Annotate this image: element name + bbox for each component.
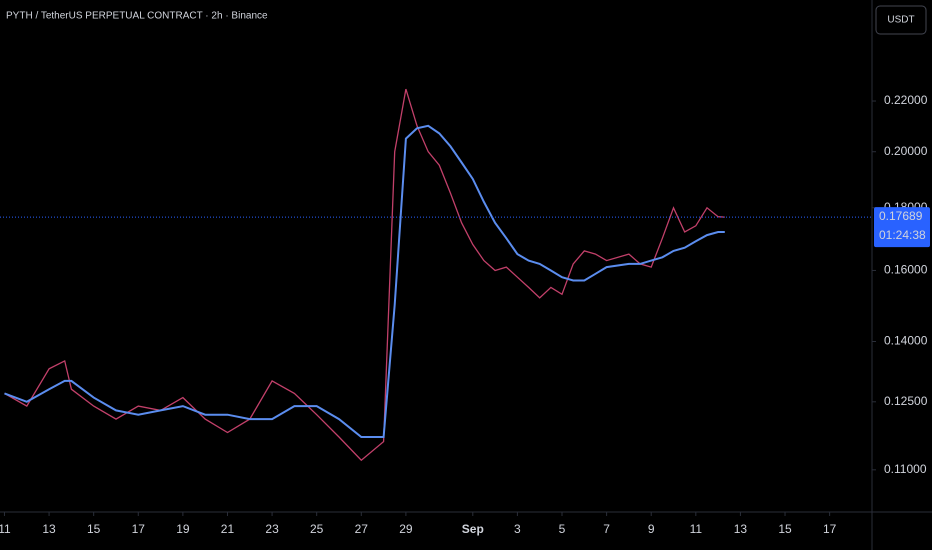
x-tick-label: 17 — [823, 522, 837, 536]
chart-title: PYTH / TetherUS PERPETUAL CONTRACT · 2h … — [6, 11, 268, 22]
x-tick-label: 29 — [399, 522, 413, 536]
x-tick-label: 21 — [221, 522, 235, 536]
x-tick-label: 19 — [176, 522, 190, 536]
x-tick-label: 15 — [778, 522, 792, 536]
x-tick-label: 25 — [310, 522, 324, 536]
x-tick-label: 23 — [265, 522, 279, 536]
y-tick-label: 0.16000 — [884, 263, 928, 277]
y-tick-label: 0.22000 — [884, 93, 928, 107]
x-tick-label: 5 — [559, 522, 566, 536]
x-tick-label: 11 — [0, 522, 11, 536]
y-tick-label: 0.20000 — [884, 144, 928, 158]
x-tick-label: 3 — [514, 522, 521, 536]
x-tick-label: 13 — [42, 522, 56, 536]
x-tick-label: Sep — [462, 522, 484, 536]
x-tick-label: 9 — [648, 522, 655, 536]
x-tick-label: 11 — [690, 522, 703, 536]
x-tick-label: 27 — [355, 522, 369, 536]
x-tick-label: 13 — [734, 522, 748, 536]
currency-button-label[interactable]: USDT — [887, 15, 914, 26]
currency-button[interactable] — [875, 5, 927, 35]
x-tick-label: 15 — [87, 522, 101, 536]
last-price-label: 0.17689 — [879, 209, 923, 223]
x-tick-label: 7 — [603, 522, 610, 536]
y-tick-label: 0.12500 — [884, 394, 928, 408]
y-tick-label: 0.14000 — [884, 334, 928, 348]
last-price-box — [874, 207, 930, 248]
countdown-label: 01:24:38 — [879, 228, 926, 242]
price-line — [4, 124, 725, 438]
y-tick-label: 0.11000 — [884, 462, 927, 476]
x-tick-label: 17 — [132, 522, 146, 536]
